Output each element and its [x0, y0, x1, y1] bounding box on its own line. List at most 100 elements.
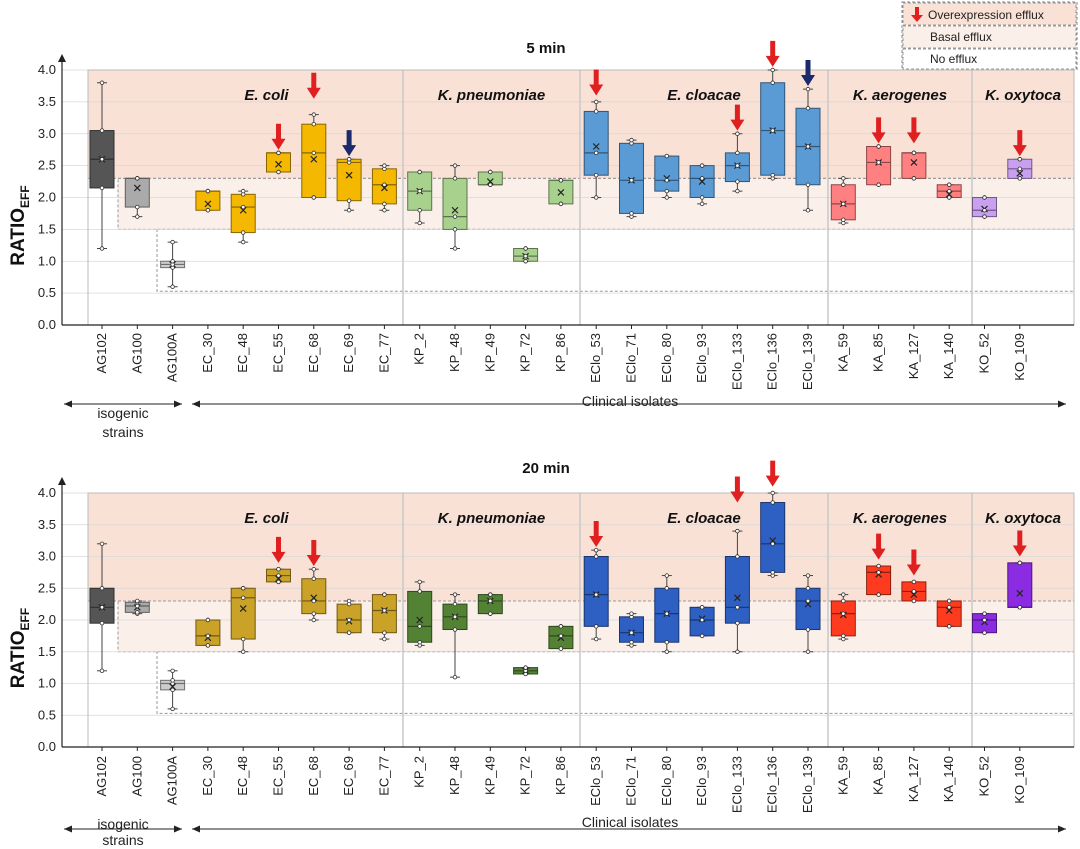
sample-point: [735, 620, 740, 626]
sample-point: [947, 624, 952, 629]
sample-point: [311, 150, 316, 156]
mean-marker: [380, 184, 388, 192]
blue-arrow-icon: [801, 59, 815, 86]
species-label: K. aerogenes: [853, 510, 947, 527]
sample-point: [417, 220, 422, 226]
box-KP_2: [407, 169, 433, 226]
sample-point: [311, 567, 316, 572]
sample-point: [382, 201, 387, 207]
mean-marker: [945, 190, 953, 198]
sample-point: [488, 598, 493, 604]
sample-point: [841, 182, 846, 187]
sample-point: [99, 80, 105, 85]
sample-point: [947, 598, 952, 604]
sample-point: [664, 178, 669, 183]
category-label: AG100A: [165, 756, 180, 805]
sample-point: [488, 611, 493, 616]
box-body: [195, 190, 221, 211]
mean-marker: [275, 575, 282, 583]
category-label: KA_59: [835, 756, 850, 795]
sample-point: [417, 589, 422, 594]
box-body: [301, 123, 327, 198]
category-label: EC_68: [306, 756, 321, 796]
box-body: [583, 556, 609, 627]
mean-marker: [486, 178, 494, 185]
sample-point: [664, 188, 669, 194]
legend-basal-swatch: [902, 25, 1077, 49]
sample-point: [346, 208, 352, 213]
efflux-arrows: [271, 460, 1027, 576]
sample-point: [699, 163, 705, 168]
y-axis-label-sub: EFF: [18, 608, 32, 631]
sample-point: [170, 687, 175, 693]
y-tick-label: 3.0: [38, 549, 56, 564]
box-EClo_133: [724, 131, 750, 194]
overexpression-arrow-icon: [871, 533, 886, 560]
sample-point: [629, 640, 634, 645]
sample-point: [876, 570, 881, 575]
sample-point: [417, 208, 422, 213]
box-EClo_80: [654, 573, 680, 654]
sample-point: [523, 665, 528, 670]
sample-point: [240, 595, 246, 600]
box-body: [371, 594, 397, 634]
y-axis-label-main: RATIO: [8, 208, 29, 266]
box-body: [619, 616, 644, 643]
sample-point: [664, 611, 669, 616]
sample-point: [947, 182, 952, 187]
sample-point: [99, 157, 105, 162]
sample-point: [735, 605, 740, 610]
box-KP_48: [442, 592, 468, 680]
sample-point: [629, 630, 634, 635]
mean-marker: [945, 607, 953, 614]
sample-point: [770, 541, 775, 546]
category-label: EClo_136: [765, 756, 780, 813]
box-KA_85: [866, 144, 892, 187]
overexpression-arrow-icon: [765, 40, 780, 67]
overexpression-arrow-icon: [1012, 130, 1027, 157]
panel-5min: 0.0 0.5 1.0 1.5 2.0 2.5 3.0 3.5 4.0 RATIOEFF 5 min…: [8, 40, 1075, 440]
sample-point: [594, 172, 599, 178]
sample-point: [947, 188, 952, 194]
sample-point: [911, 150, 917, 156]
box-KA_59: [830, 592, 856, 642]
sample-point: [170, 678, 175, 683]
y-tick-label: 2.0: [38, 190, 56, 205]
sample-point: [170, 239, 175, 245]
sample-point: [805, 649, 811, 654]
sample-point: [911, 176, 917, 181]
box-EClo_139: [795, 573, 821, 654]
box-body: [124, 177, 150, 208]
mean-marker: [204, 200, 212, 208]
box-EC_55: [266, 567, 291, 585]
category-label: KP_86: [553, 333, 568, 372]
legend-overexpression-label: Overexpression efflux: [928, 8, 1044, 22]
box-EC_69: [336, 598, 362, 635]
clinical-arrowhead-right: [1058, 825, 1066, 833]
sample-point: [982, 611, 987, 616]
y-tick-label: 0.0: [38, 739, 56, 754]
overexpression-arrow-icon: [589, 69, 604, 96]
sample-point: [382, 636, 387, 642]
sample-point: [452, 227, 458, 232]
group-annotations: isogenic strains Clinical isolates: [64, 393, 1066, 440]
box-EC_77: [371, 163, 397, 213]
sample-point: [594, 624, 599, 629]
y-tick-label: 0.5: [38, 707, 56, 722]
sample-point: [982, 208, 987, 213]
box-KA_140: [936, 182, 962, 200]
category-label: EClo_93: [694, 333, 709, 383]
sample-point: [170, 706, 175, 712]
box-body: [936, 600, 962, 627]
category-label: EClo_71: [624, 333, 639, 383]
box-EC_48: [230, 188, 256, 245]
sample-point: [841, 201, 846, 207]
sample-point: [452, 601, 458, 607]
sample-point: [594, 636, 599, 642]
sample-point: [911, 579, 917, 585]
box-KA_140: [936, 598, 962, 629]
box-AG100: [124, 176, 150, 219]
mean-marker: [733, 594, 741, 602]
box-EClo_133: [724, 528, 750, 654]
